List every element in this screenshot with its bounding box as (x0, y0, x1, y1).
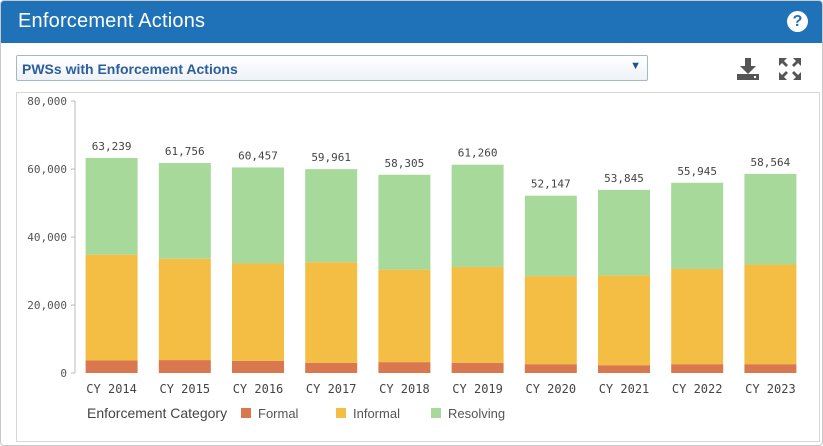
metric-select-value: PWSs with Enforcement Actions (22, 61, 238, 77)
y-tick-label: 60,000 (27, 163, 67, 176)
bar-segment-resolving (158, 163, 211, 259)
bar-segment-informal (305, 262, 358, 363)
bar-total-label: 53,845 (604, 172, 644, 185)
stacked-bar-chart: 0 20,000 40,000 60,000 80,000 63,239 CY 2014 61… (27, 95, 797, 421)
bar-segment-formal (85, 360, 138, 373)
y-tick-label: 40,000 (27, 231, 67, 244)
bar-segment-formal (378, 362, 431, 373)
download-icon[interactable] (736, 57, 760, 81)
bar-segment-informal (524, 276, 577, 365)
bar-segment-resolving (85, 157, 138, 255)
x-tick-label: CY 2017 (306, 382, 357, 396)
bar-total-label: 52,147 (531, 178, 571, 191)
x-tick-label: CY 2014 (86, 382, 137, 396)
y-tick-label: 0 (60, 367, 67, 380)
bar-total-label: 59,961 (311, 151, 351, 164)
metric-select[interactable]: PWSs with Enforcement Actions ▼ (16, 55, 648, 81)
bar-segment-formal (671, 364, 724, 373)
bar-total-label: 61,260 (458, 147, 498, 160)
legend-swatch-formal (241, 408, 251, 418)
bar-segment-resolving (232, 167, 284, 264)
bar-segment-informal (378, 269, 431, 363)
x-tick-label: CY 2023 (745, 382, 796, 396)
bar-segment-resolving (744, 173, 797, 265)
x-tick-label: CY 2019 (452, 382, 503, 396)
bar-total-label: 63,239 (92, 140, 132, 153)
bar-segment-resolving (524, 195, 577, 277)
x-tick-label: CY 2018 (379, 382, 430, 396)
bar-segment-formal (524, 364, 577, 373)
panel-title: Enforcement Actions (18, 10, 206, 32)
bar-segment-informal (232, 263, 284, 361)
legend-label-informal: Informal (353, 406, 400, 421)
question-circle-icon[interactable]: ? (787, 11, 808, 32)
bar-total-label: 58,564 (751, 156, 791, 169)
legend-swatch-informal (336, 408, 346, 418)
legend-label-resolving: Resolving (448, 406, 505, 421)
bar-segment-informal (598, 275, 650, 366)
x-tick-label: CY 2016 (233, 382, 284, 396)
bar-segment-informal (451, 266, 504, 363)
bar-segment-informal (85, 254, 138, 361)
bar-segment-informal (744, 264, 797, 365)
bar-segment-formal (158, 360, 211, 373)
y-tick-label: 20,000 (27, 299, 67, 312)
bar-segment-formal (232, 360, 284, 373)
bar-segment-informal (158, 258, 211, 361)
bar-total-label: 58,305 (385, 157, 425, 170)
bar-segment-resolving (378, 174, 431, 270)
panel-header: Enforcement Actions ? (1, 1, 822, 43)
bar-segment-resolving (671, 182, 724, 269)
x-tick-label: CY 2015 (160, 382, 211, 396)
bar-total-label: 60,457 (238, 149, 278, 162)
bar-segment-formal (598, 365, 650, 373)
chevron-down-icon: ▼ (630, 60, 641, 72)
bar-segment-resolving (598, 189, 650, 276)
expand-icon[interactable] (778, 57, 802, 81)
bar-segment-formal (744, 364, 797, 373)
y-tick-label: 80,000 (27, 95, 67, 108)
bar-segment-resolving (305, 169, 358, 263)
chart-area: 0 20,000 40,000 60,000 80,000 63,239 CY 2014 61… (16, 92, 820, 442)
x-tick-label: CY 2021 (599, 382, 650, 396)
bar-segment-formal (305, 362, 358, 373)
x-tick-label: CY 2022 (672, 382, 723, 396)
legend-swatch-resolving (431, 408, 441, 418)
bar-total-label: 55,945 (677, 165, 717, 178)
bar-total-label: 61,756 (165, 145, 205, 158)
x-tick-label: CY 2020 (526, 382, 577, 396)
legend-label-formal: Formal (258, 406, 299, 421)
bar-segment-formal (451, 362, 504, 373)
bar-segment-resolving (451, 164, 504, 267)
legend-title: Enforcement Category (87, 405, 227, 421)
bar-segment-informal (671, 268, 724, 365)
